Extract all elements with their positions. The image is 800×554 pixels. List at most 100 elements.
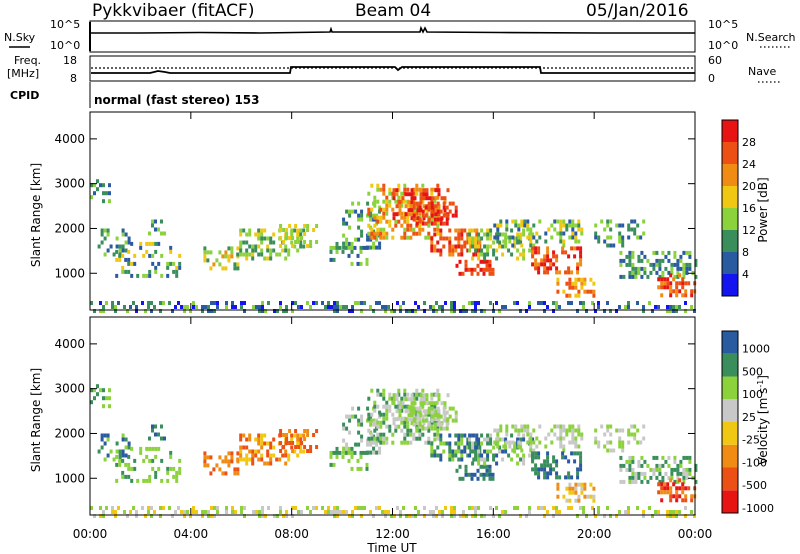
velocity-cell: [460, 437, 464, 442]
velocity-cell: [682, 479, 686, 484]
power-cell: [513, 240, 517, 245]
power-cell: [520, 219, 524, 224]
power-cell: [231, 305, 234, 309]
velocity-cell: [460, 449, 464, 454]
power-cell: [576, 262, 580, 267]
power-cell: [520, 243, 524, 248]
power-cell: [666, 285, 670, 290]
power-cell: [266, 248, 270, 253]
velocity-cell: [475, 437, 479, 442]
velocity-cell: [546, 463, 550, 468]
power-cell: [571, 281, 575, 286]
velocity-cell: [421, 414, 425, 419]
power-cell: [103, 236, 107, 241]
velocity-cell: [666, 510, 669, 514]
power-cell: [649, 270, 653, 275]
velocity-cell: [463, 433, 467, 438]
velocity-cell: [642, 510, 645, 514]
velocity-cell: [485, 464, 489, 469]
velocity-cell: [272, 437, 276, 442]
velocity-cell: [437, 393, 441, 398]
velocity-cell: [216, 510, 219, 514]
power-cell: [651, 309, 654, 313]
power-cell: [342, 241, 346, 246]
velocity-cell: [631, 455, 635, 460]
power-cell: [192, 305, 195, 309]
velocity-cell: [432, 510, 435, 514]
power-cell: [573, 254, 577, 259]
velocity-cell: [501, 510, 504, 514]
power-cell: [684, 309, 687, 313]
velocity-cell: [154, 446, 158, 451]
velocity-cell: [261, 510, 264, 514]
velocity-cell: [306, 506, 309, 510]
velocity-cell: [269, 461, 273, 466]
velocity-cell: [376, 404, 380, 409]
power-cell: [694, 274, 698, 279]
power-cell: [291, 309, 294, 313]
power-cell: [351, 305, 354, 309]
power-cell: [151, 223, 154, 228]
velocity-cell: [640, 463, 644, 468]
velocity-colorbar-tick: -100: [742, 456, 767, 469]
power-cell: [302, 228, 306, 233]
power-cell: [516, 232, 520, 237]
velocity-cell: [203, 459, 207, 464]
date-title: 05/Jan/2016: [586, 1, 689, 21]
power-cell: [291, 301, 294, 305]
power-cell: [459, 309, 462, 313]
velocity-cell: [424, 412, 428, 417]
power-cell: [410, 192, 414, 197]
velocity-cell: [403, 432, 407, 437]
power-cell: [436, 231, 440, 236]
velocity-cell: [423, 514, 426, 518]
velocity-cell: [133, 458, 137, 463]
power-cell: [577, 227, 581, 232]
velocity-cell: [359, 450, 363, 455]
velocity-cell: [468, 437, 472, 442]
velocity-cell: [666, 514, 669, 518]
velocity-cell: [658, 471, 662, 476]
velocity-cell: [504, 510, 507, 514]
velocity-cell: [658, 479, 662, 484]
power-cell: [209, 266, 213, 271]
velocity-cell: [345, 414, 349, 419]
power-cell: [534, 258, 538, 263]
velocity-cell: [255, 510, 258, 514]
power-cell: [282, 309, 285, 313]
power-cell: [239, 252, 243, 257]
velocity-cell: [622, 463, 626, 468]
power-cell: [546, 305, 549, 309]
power-cell: [627, 223, 631, 228]
velocity-cell: [258, 514, 261, 518]
velocity-cell: [297, 445, 301, 449]
power-cell: [360, 309, 363, 313]
power-cell: [121, 253, 125, 258]
power-cell: [135, 309, 138, 313]
power-cell: [210, 301, 213, 305]
power-cell: [469, 244, 473, 249]
power-cell: [675, 293, 679, 298]
velocity-cell: [574, 444, 578, 449]
power-cell: [332, 245, 336, 250]
velocity-cell: [694, 479, 698, 484]
velocity-cell: [403, 388, 407, 393]
power-cell: [151, 261, 155, 266]
velocity-cell: [379, 436, 383, 441]
power-cell: [562, 243, 566, 248]
power-cell: [345, 305, 348, 309]
power-cell: [342, 305, 345, 309]
power-cell: [501, 305, 504, 309]
power-cell: [555, 301, 558, 305]
velocity-cell: [245, 461, 249, 466]
velocity-cell: [273, 514, 276, 518]
velocity-cell: [568, 424, 572, 429]
power-cell: [169, 245, 173, 250]
velocity-cell: [433, 437, 437, 442]
power-cell: [239, 248, 243, 253]
power-cell: [543, 266, 547, 271]
power-cell: [96, 179, 99, 184]
power-cell: [410, 208, 414, 213]
power-cell: [549, 266, 553, 271]
